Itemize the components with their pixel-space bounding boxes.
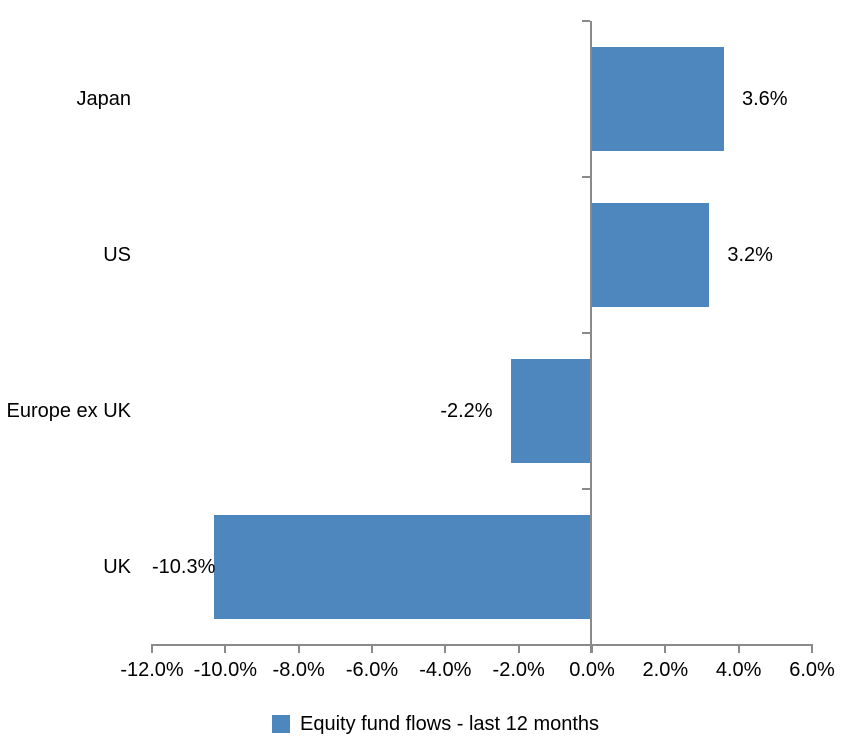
x-tick-label: -10.0% (193, 659, 258, 681)
x-tick-label: 2.0% (642, 659, 689, 681)
x-axis-tick (737, 644, 740, 653)
data-label: 3.6% (742, 88, 788, 110)
data-label: -2.2% (440, 400, 493, 422)
x-tick-label: -12.0% (120, 659, 184, 681)
x-tick-label: -4.0% (419, 659, 472, 681)
category-tick (582, 20, 590, 22)
bar (511, 359, 592, 463)
x-tick-label: 0.0% (569, 659, 615, 681)
category-label: US (103, 244, 131, 266)
x-tick-label: -8.0% (272, 659, 325, 681)
x-axis-tick (297, 644, 300, 653)
x-tick-label: 6.0% (789, 659, 835, 681)
category-label: UK (103, 556, 131, 578)
x-axis-tick (444, 644, 447, 653)
legend-label: Equity fund flows - last 12 months (300, 713, 600, 735)
data-label: -10.3% (152, 556, 216, 578)
category-label: Europe ex UK (6, 400, 131, 422)
zero-axis-line (590, 21, 592, 653)
legend-swatch-icon (272, 715, 290, 733)
x-tick-label: 4.0% (715, 659, 762, 681)
x-tick-label: -6.0% (345, 659, 399, 681)
x-axis-tick (151, 644, 153, 653)
bar (592, 47, 724, 151)
category-tick (582, 176, 590, 178)
x-axis-tick (811, 644, 813, 653)
category-tick (582, 488, 590, 490)
x-tick-label: -2.0% (492, 659, 545, 681)
x-axis-tick (371, 644, 373, 653)
x-axis-tick (517, 644, 520, 653)
x-axis-tick (664, 644, 667, 653)
category-tick (582, 332, 590, 334)
category-label: Japan (76, 88, 132, 110)
data-label: 3.2% (727, 244, 773, 266)
legend: Equity fund flows - last 12 months (272, 712, 599, 736)
x-axis-line (151, 644, 813, 646)
x-axis-tick (224, 644, 227, 653)
bar (214, 515, 592, 619)
x-axis-tick (591, 644, 593, 653)
bar (592, 203, 710, 307)
